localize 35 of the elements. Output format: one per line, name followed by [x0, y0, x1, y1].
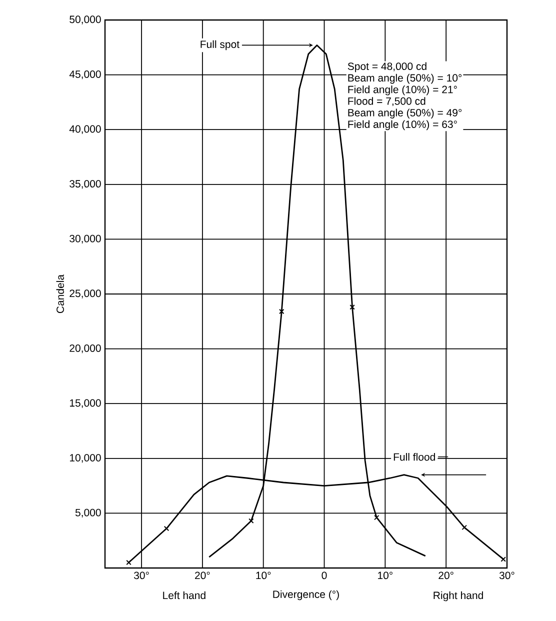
- x-tick-label: 30°: [499, 572, 514, 580]
- annotation: Spot = 48,000 cd: [348, 62, 426, 72]
- y-tick-label: 10,000: [70, 454, 101, 463]
- y-tick-label: 25,000: [70, 290, 101, 298]
- x-tick-label: 10°: [256, 572, 271, 580]
- y-tick-label: 45,000: [69, 70, 101, 80]
- point: [462, 524, 467, 530]
- y-tick-label: 35,000: [70, 180, 101, 189]
- y-tick-label: 20,000: [70, 344, 101, 354]
- annotation: Flood = 7,500 cd: [348, 97, 426, 106]
- annotation: Field angle (10%) = 21°: [348, 86, 457, 96]
- y-tick-label: 5,000: [75, 508, 101, 518]
- y-tick-label: 40,000: [69, 125, 101, 134]
- x-tick-label: 20°: [195, 572, 210, 580]
- point: [164, 526, 170, 532]
- point: [350, 304, 355, 310]
- y-axis-title: Candela: [56, 274, 64, 314]
- point: [248, 518, 254, 524]
- x-tick-label: 30°: [134, 572, 149, 580]
- annotation: Beam angle (50%) = 49°: [348, 108, 462, 118]
- annotation: Field angle (10%) = 63°: [348, 120, 457, 130]
- x-tick-label: 0: [322, 572, 327, 580]
- annotation: Full flood: [394, 452, 435, 461]
- point: [279, 308, 284, 314]
- x-tick-label: 20°: [438, 572, 454, 580]
- x-axis-title: Divergence (°): [273, 590, 339, 600]
- text: Left hand: [163, 591, 206, 600]
- x-tick-label: 10°: [378, 572, 392, 580]
- y-tick-label: 30,000: [70, 234, 101, 244]
- y-tick-label: 50,000: [70, 16, 101, 24]
- annotation: Beam angle (50%) = 10°: [348, 74, 462, 84]
- point: [374, 514, 380, 520]
- annotation: Full spot: [200, 40, 240, 50]
- y-tick-label: 15,000: [70, 399, 101, 408]
- text: Right hand: [434, 591, 483, 602]
